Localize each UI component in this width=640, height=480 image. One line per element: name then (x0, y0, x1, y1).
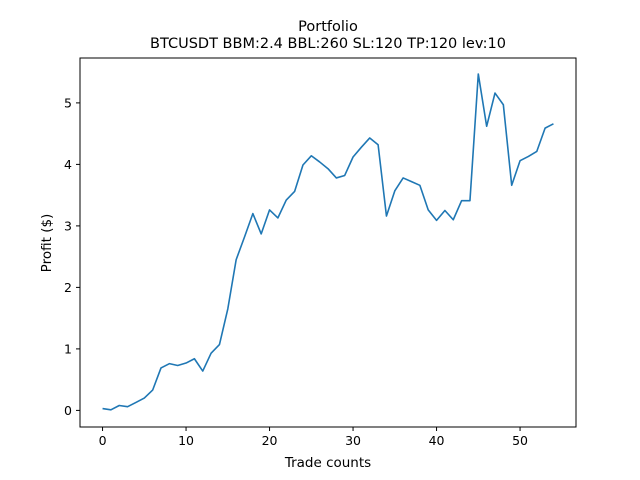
x-tick-label: 30 (345, 433, 361, 448)
y-tick-label: 2 (64, 280, 72, 295)
chart-title: Portfolio (298, 19, 358, 35)
axes-frame (79, 57, 577, 428)
axis-ticks: 0 10 20 30 40 50 0 1 2 3 4 5 (64, 95, 528, 448)
y-axis-label: Profit ($) (39, 214, 55, 273)
plot-area (102, 73, 554, 411)
y-tick-label: 0 (64, 403, 72, 418)
x-tick-label: 40 (429, 433, 445, 448)
x-tick-label: 0 (99, 433, 107, 448)
chart-subtitle: BTCUSDT BBM:2.4 BBL:260 SL:120 TP:120 le… (150, 36, 506, 52)
x-tick-label: 20 (262, 433, 278, 448)
y-tick-label: 4 (64, 157, 72, 172)
y-tick-label: 5 (64, 95, 72, 110)
x-axis-label: Trade counts (284, 455, 371, 471)
y-tick-label: 3 (64, 218, 72, 233)
y-tick-label: 1 (64, 341, 72, 356)
x-tick-label: 10 (178, 433, 194, 448)
x-tick-label: 50 (512, 433, 528, 448)
series-line-0 (102, 73, 554, 411)
